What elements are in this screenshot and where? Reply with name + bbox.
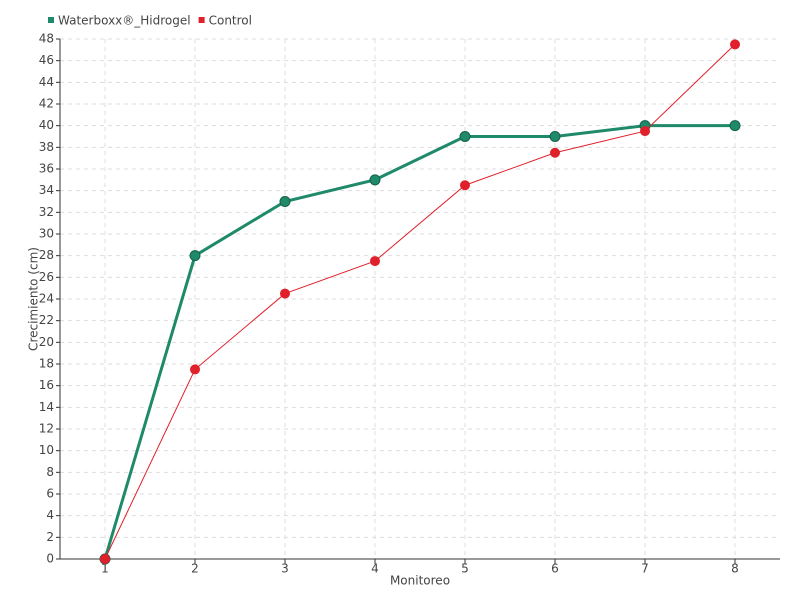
y-tick-label: 32 bbox=[39, 205, 54, 219]
y-tick-label: 10 bbox=[39, 443, 54, 457]
y-tick-label: 26 bbox=[39, 270, 54, 284]
data-point bbox=[729, 120, 741, 132]
x-tick-label: 1 bbox=[101, 562, 109, 576]
data-point bbox=[459, 131, 471, 142]
y-tick-label: 0 bbox=[46, 552, 54, 566]
data-point bbox=[550, 147, 560, 158]
y-tick-label: 6 bbox=[46, 487, 54, 501]
y-axis-label: Crecimiento (cm) bbox=[27, 247, 41, 351]
y-tick-label: 2 bbox=[46, 530, 54, 544]
y-tick-label: 18 bbox=[39, 357, 54, 371]
data-point bbox=[190, 364, 200, 375]
y-tick-label: 34 bbox=[39, 183, 54, 197]
x-tick-label: 3 bbox=[281, 562, 289, 576]
y-tick-label: 38 bbox=[39, 140, 54, 154]
legend-swatch bbox=[48, 17, 54, 23]
data-point bbox=[189, 250, 201, 262]
y-tick-label: 12 bbox=[39, 422, 54, 436]
series-line bbox=[103, 124, 735, 560]
y-tick-label: 42 bbox=[39, 97, 54, 111]
x-tick-label: 8 bbox=[731, 562, 739, 576]
legend-label: Control bbox=[209, 14, 252, 28]
series-line bbox=[104, 44, 736, 560]
y-tick-label: 36 bbox=[39, 162, 54, 176]
data-point bbox=[280, 288, 290, 299]
data-point bbox=[730, 39, 740, 50]
data-point bbox=[100, 554, 110, 564]
data-point bbox=[640, 126, 650, 137]
legend-label: Waterboxx®_Hidrogel bbox=[58, 14, 191, 28]
data-point bbox=[549, 131, 561, 142]
data-point bbox=[369, 174, 381, 186]
data-point bbox=[370, 256, 380, 267]
x-tick-label: 5 bbox=[461, 562, 469, 576]
x-axis-label: Monitoreo bbox=[390, 574, 450, 588]
x-tick-label: 7 bbox=[641, 562, 649, 576]
y-tick-label: 44 bbox=[39, 75, 54, 89]
y-tick-label: 16 bbox=[39, 378, 54, 392]
x-tick-label: 6 bbox=[551, 562, 559, 576]
data-point bbox=[460, 180, 470, 191]
y-tick-label: 48 bbox=[39, 32, 54, 46]
y-tick-label: 24 bbox=[39, 292, 54, 306]
y-tick-label: 46 bbox=[39, 53, 54, 67]
y-tick-label: 40 bbox=[39, 118, 54, 132]
y-tick-label: 30 bbox=[39, 227, 54, 241]
y-tick-label: 20 bbox=[39, 335, 54, 349]
data-point bbox=[279, 196, 291, 207]
y-tick-label: 8 bbox=[46, 465, 54, 479]
x-tick-label: 4 bbox=[371, 562, 379, 576]
legend-swatch bbox=[198, 17, 205, 23]
y-tick-label: 28 bbox=[39, 248, 54, 262]
y-tick-label: 4 bbox=[46, 508, 54, 522]
y-tick-label: 14 bbox=[39, 400, 54, 414]
x-tick-label: 2 bbox=[191, 562, 199, 576]
y-tick-label: 22 bbox=[39, 313, 54, 327]
